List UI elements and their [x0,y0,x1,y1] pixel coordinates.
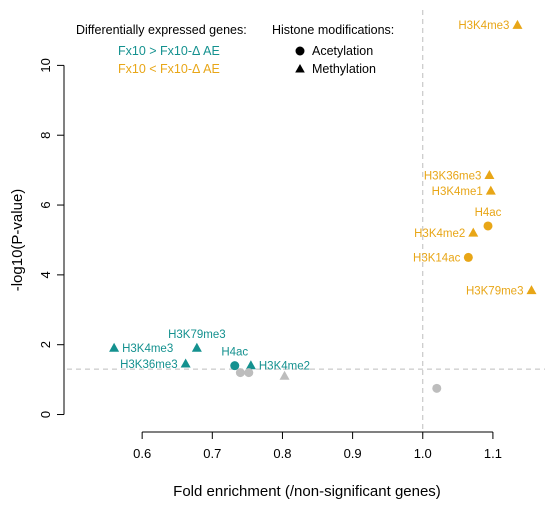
legend-marks-title: Histone modifications: [272,23,394,37]
x-tick-label: 0.9 [344,446,362,461]
data-point-triangle [245,360,256,370]
data-points [109,19,537,393]
data-point-label: H3K4me1 [432,186,483,198]
x-tick-label: 0.7 [203,446,221,461]
data-point-circle [235,368,245,378]
x-axis-label: Fold enrichment (/non-significant genes) [173,483,441,500]
data-point-circle [463,252,473,262]
x-tick-label: 1.0 [414,446,432,461]
data-point-triangle [180,358,191,368]
y-tick-label: 6 [38,201,53,208]
y-tick-label: 4 [38,271,53,278]
data-point-triangle [468,227,479,237]
y-tick-label: 0 [38,411,53,418]
data-point-label: H3K79me3 [168,329,226,341]
data-point-label: H4ac [475,207,502,219]
y-axis: 0 2 4 6 8 10 [38,58,65,418]
y-tick-label: 2 [38,341,53,348]
x-tick-label: 0.8 [273,446,291,461]
data-point-label: H4ac [221,347,248,359]
reference-lines [67,10,545,435]
data-point-label: H3K4me3 [122,343,173,355]
x-tick-label: 0.6 [133,446,151,461]
point-labels: H3K4me3 H3K36me3 H3K4me1 H4ac H3K4me2 H3K14ac… [120,20,523,372]
legend: Differentially expressed genes: Fx10 > F… [76,23,394,76]
y-axis-label: -log10(P-value) [9,189,26,292]
data-point-triangle [191,342,202,352]
x-tick-label: 1.1 [484,446,502,461]
legend-genes-item-up: Fx10 > Fx10-Δ AE [118,44,220,58]
data-point-triangle [485,185,496,195]
data-point-triangle [279,370,290,380]
legend-acetylation-label: Acetylation [312,44,373,58]
legend-methylation-label: Methylation [312,62,376,76]
legend-genes-item-down: Fx10 < Fx10-Δ AE [118,62,220,76]
y-tick-label: 8 [38,132,53,139]
data-point-triangle [512,19,523,29]
y-tick-label: 10 [38,58,53,72]
data-point-triangle [484,169,495,179]
data-point-label: H3K4me2 [414,228,465,240]
data-point-label: H3K14ac [413,252,461,264]
data-point-label: H3K36me3 [424,170,482,182]
data-point-circle [230,361,240,371]
data-point-label: H3K79me3 [466,286,524,298]
data-point-circle [483,221,493,231]
data-point-label: H3K4me3 [458,20,509,32]
x-axis: 0.6 0.7 0.8 0.9 1.0 1.1 [133,431,502,461]
data-point-triangle [109,342,120,352]
legend-acetylation-symbol [295,46,305,56]
data-point-triangle [526,285,537,295]
data-point-circle [432,383,442,393]
data-point-label: H3K36me3 [120,359,178,371]
data-point-label: H3K4me2 [259,361,310,373]
data-point-circle [244,368,254,378]
legend-methylation-symbol [295,64,305,73]
legend-genes-title: Differentially expressed genes: [76,23,247,37]
